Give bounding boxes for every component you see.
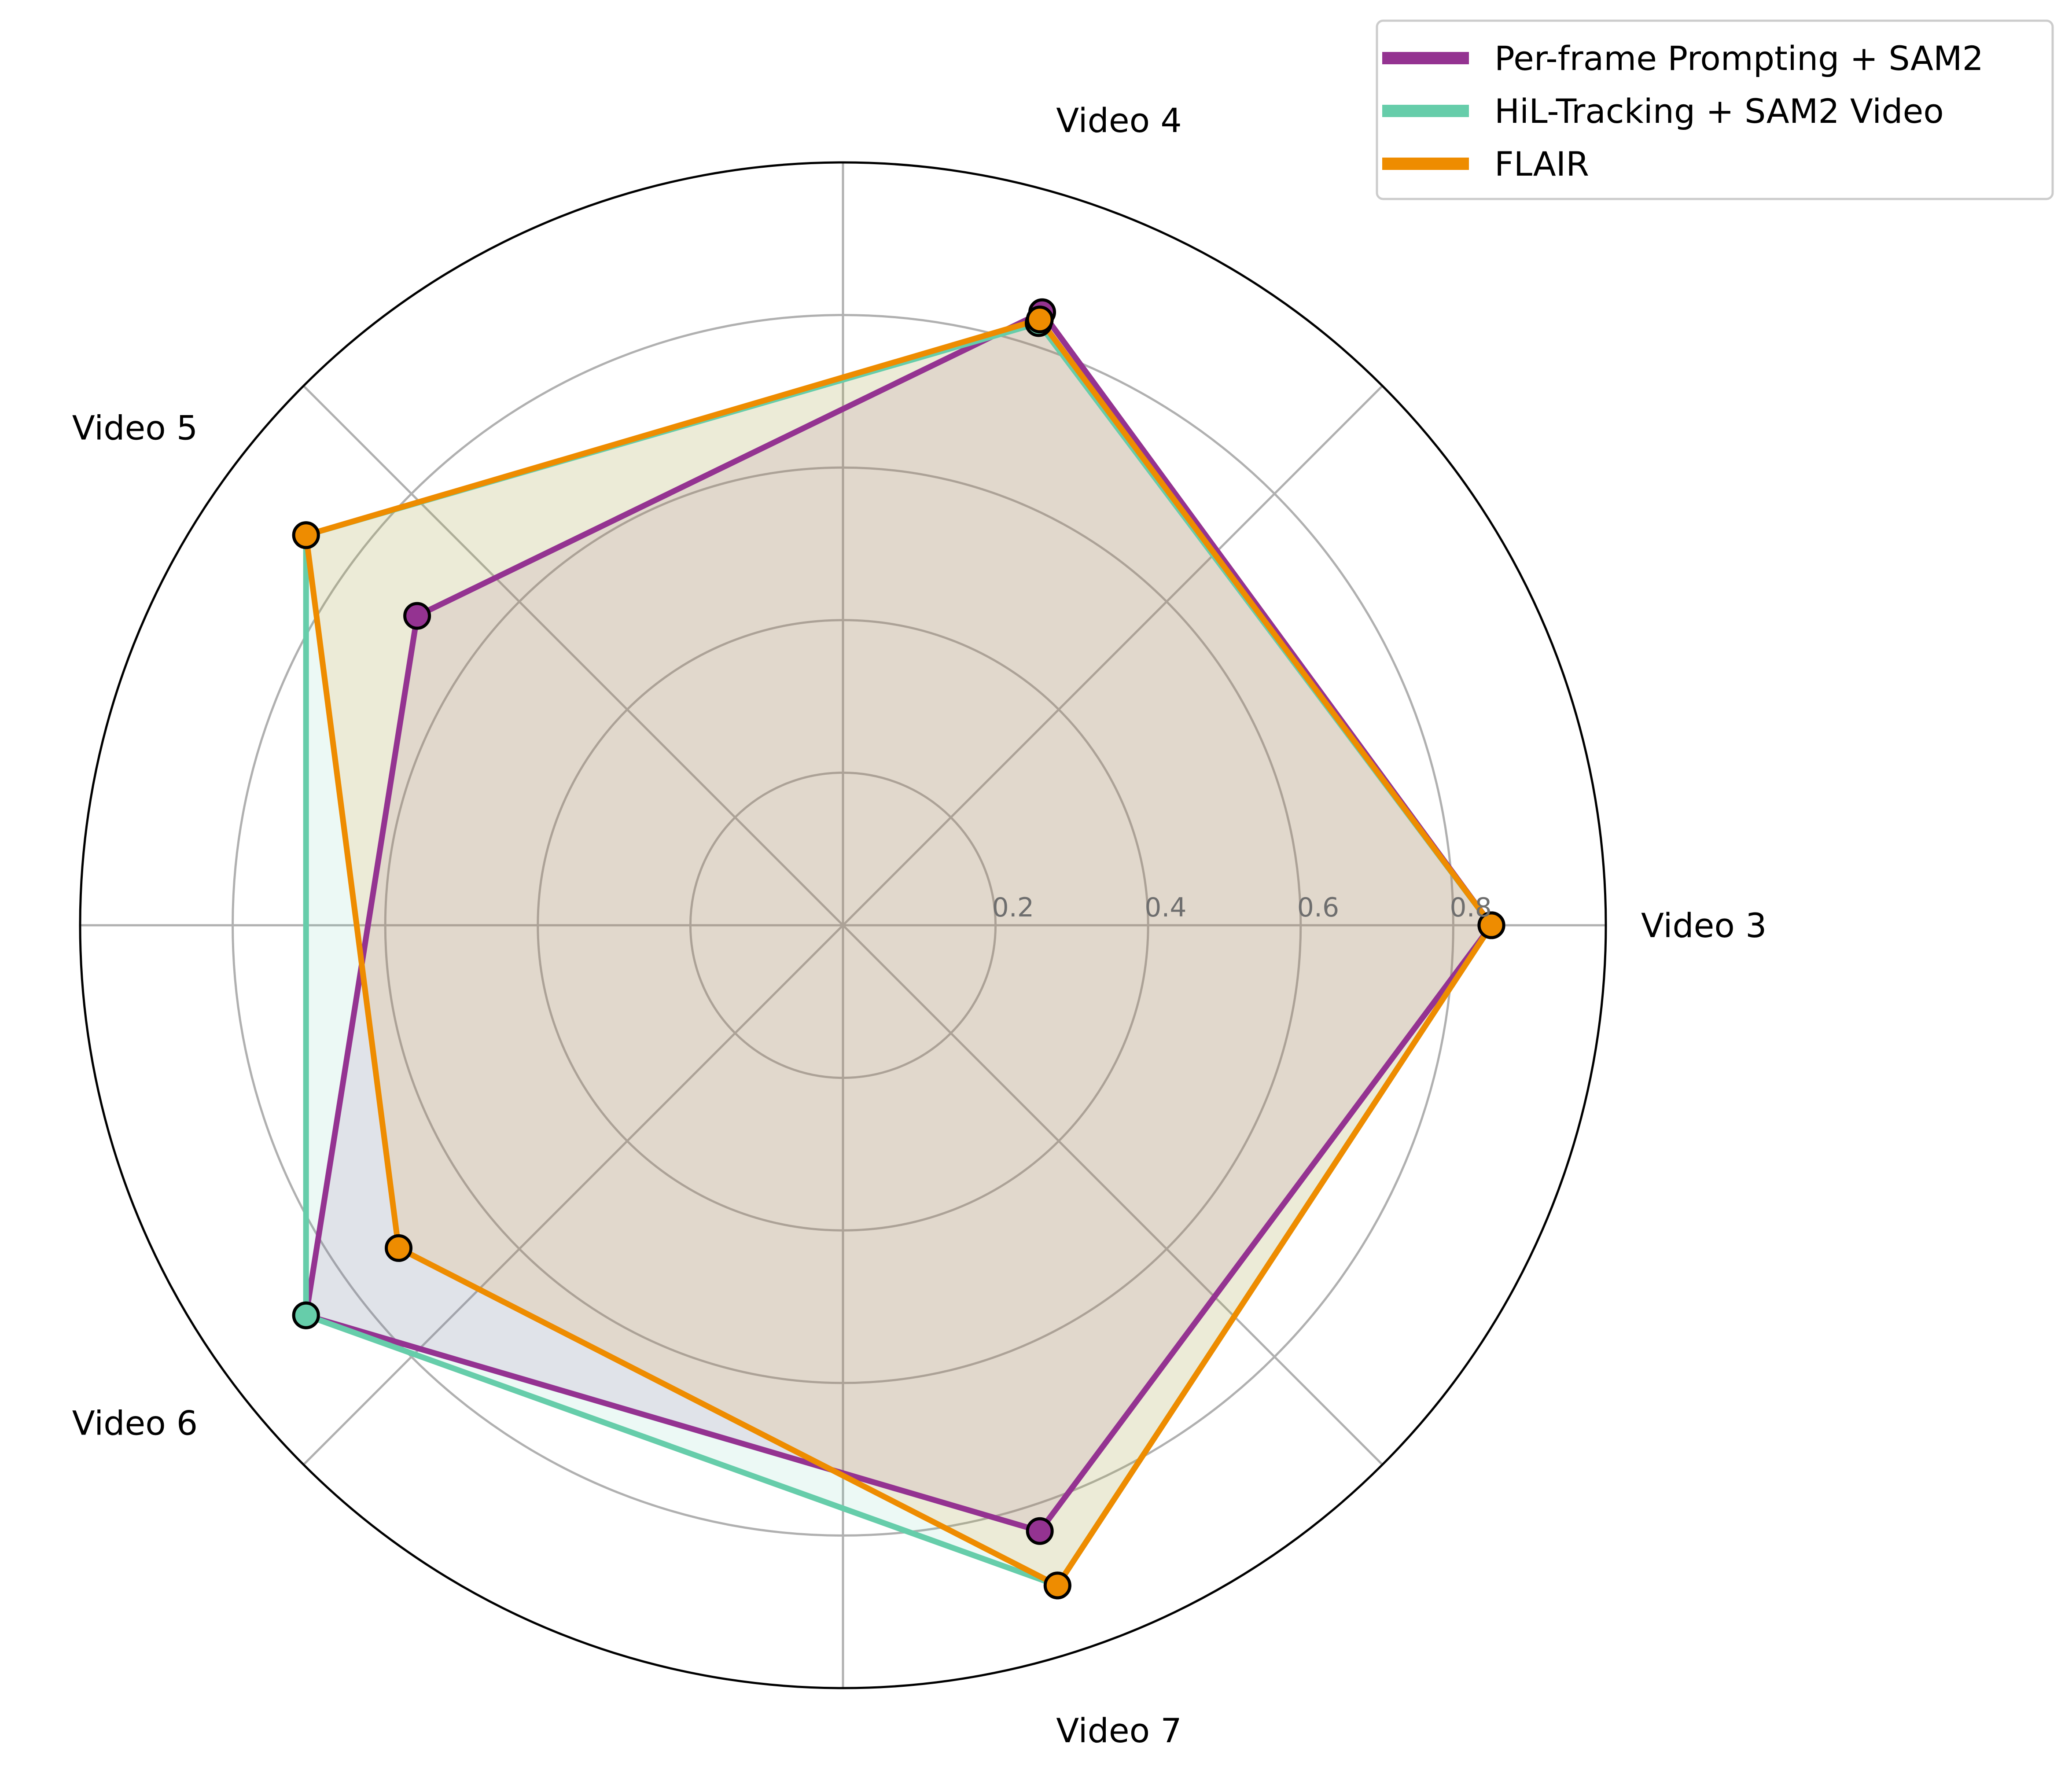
series-lines <box>303 309 1494 1589</box>
legend-label: HiL-Tracking + SAM2 Video <box>1494 92 1944 131</box>
category-label: Video 3 <box>1641 906 1767 945</box>
category-label: Video 4 <box>1056 101 1181 140</box>
radial-tick-label: 0.6 <box>1297 892 1339 923</box>
data-point <box>1043 1571 1071 1600</box>
data-point <box>292 1301 320 1329</box>
data-point <box>1477 911 1505 939</box>
category-label: Video 5 <box>72 408 198 448</box>
legend: Per-frame Prompting + SAM2 HiL-Tracking +… <box>1376 19 2054 200</box>
radial-tick-labels: 0.2 0.4 0.6 0.8 <box>992 892 1492 923</box>
series-line <box>303 316 1494 1589</box>
series-fills <box>306 312 1492 1586</box>
grid-spoke <box>842 924 1384 1466</box>
series-fill <box>306 323 1492 1586</box>
category-label: Video 7 <box>1056 1711 1181 1750</box>
legend-label: FLAIR <box>1494 144 1589 184</box>
legend-frame <box>1376 19 2054 200</box>
radial-tick-label: 0.4 <box>1145 892 1186 923</box>
outer-frame <box>79 161 1607 1689</box>
data-point <box>385 1234 413 1262</box>
data-point <box>403 602 431 630</box>
radial-tick-label: 0.8 <box>1450 892 1491 923</box>
radial-tick-label: 0.2 <box>992 892 1034 923</box>
radar-grid <box>79 161 1607 1689</box>
grid-spoke <box>302 385 844 926</box>
data-point <box>292 521 320 549</box>
data-point <box>1026 305 1054 334</box>
series-points <box>292 298 1505 1600</box>
grid-spoke <box>842 385 1384 926</box>
category-labels: Video 3 Video 4 Video 5 Video 6 Video 7 <box>72 101 1767 1750</box>
category-label: Video 6 <box>72 1403 198 1442</box>
data-point <box>1026 1517 1054 1545</box>
series-fill <box>306 319 1492 1586</box>
series-fill <box>306 312 1492 1531</box>
legend-label: Per-frame Prompting + SAM2 <box>1494 39 1984 78</box>
grid-spoke <box>302 924 844 1466</box>
